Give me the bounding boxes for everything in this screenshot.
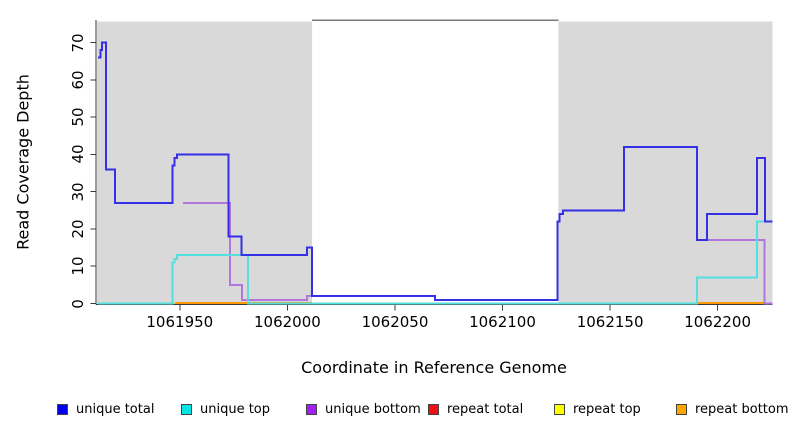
legend-item-unique-total: unique total bbox=[57, 399, 154, 419]
legend-item-unique-bottom: unique bottom bbox=[306, 399, 421, 419]
series-unique-top bbox=[98, 220, 773, 305]
y-tick-label: 50 bbox=[69, 107, 87, 127]
y-tick-label: 0 bbox=[69, 298, 87, 309]
legend-label: repeat top bbox=[573, 401, 641, 417]
x-axis-title: Coordinate in Reference Genome bbox=[301, 358, 567, 377]
x-tick-label: 1061950 bbox=[146, 313, 214, 331]
series-unique-total bbox=[98, 41, 773, 301]
x-tick-label: 1062150 bbox=[576, 313, 644, 331]
legend-item-repeat-bottom: repeat bottom bbox=[676, 399, 789, 419]
x-tick-label: 1062200 bbox=[684, 313, 751, 331]
y-tick-label: 10 bbox=[69, 256, 87, 276]
legend-swatch-icon bbox=[554, 403, 565, 415]
legend-swatch-icon bbox=[57, 403, 68, 415]
legend-label: unique bottom bbox=[325, 401, 421, 417]
legend-item-repeat-total: repeat total bbox=[428, 399, 523, 419]
legend-label: unique top bbox=[200, 401, 271, 417]
legend-label: unique total bbox=[76, 401, 155, 417]
legend-label: repeat total bbox=[447, 401, 524, 417]
shaded-region bbox=[97, 21, 313, 304]
y-tick-label: 60 bbox=[69, 70, 87, 90]
legend-item-repeat-top: repeat top bbox=[554, 399, 641, 419]
x-tick-label: 1062000 bbox=[253, 313, 321, 331]
y-tick-label: 70 bbox=[69, 33, 87, 53]
y-axis-title: Read Coverage Depth bbox=[13, 74, 33, 250]
legend-swatch-icon bbox=[181, 403, 192, 415]
legend-swatch-icon bbox=[306, 403, 317, 415]
y-tick-label: 40 bbox=[69, 144, 87, 164]
x-tick-label: 1062100 bbox=[469, 313, 536, 331]
y-tick-label: 30 bbox=[69, 182, 87, 202]
legend-item-unique-top: unique top bbox=[181, 399, 270, 419]
x-tick-label: 1062050 bbox=[361, 313, 429, 331]
legend: unique total unique top unique bottom repea… bbox=[0, 399, 792, 423]
legend-swatch-icon bbox=[428, 403, 439, 415]
y-tick-label: 20 bbox=[69, 219, 87, 239]
legend-label: repeat bottom bbox=[695, 401, 789, 417]
legend-swatch-icon bbox=[676, 403, 687, 415]
shaded-region bbox=[558, 21, 773, 304]
